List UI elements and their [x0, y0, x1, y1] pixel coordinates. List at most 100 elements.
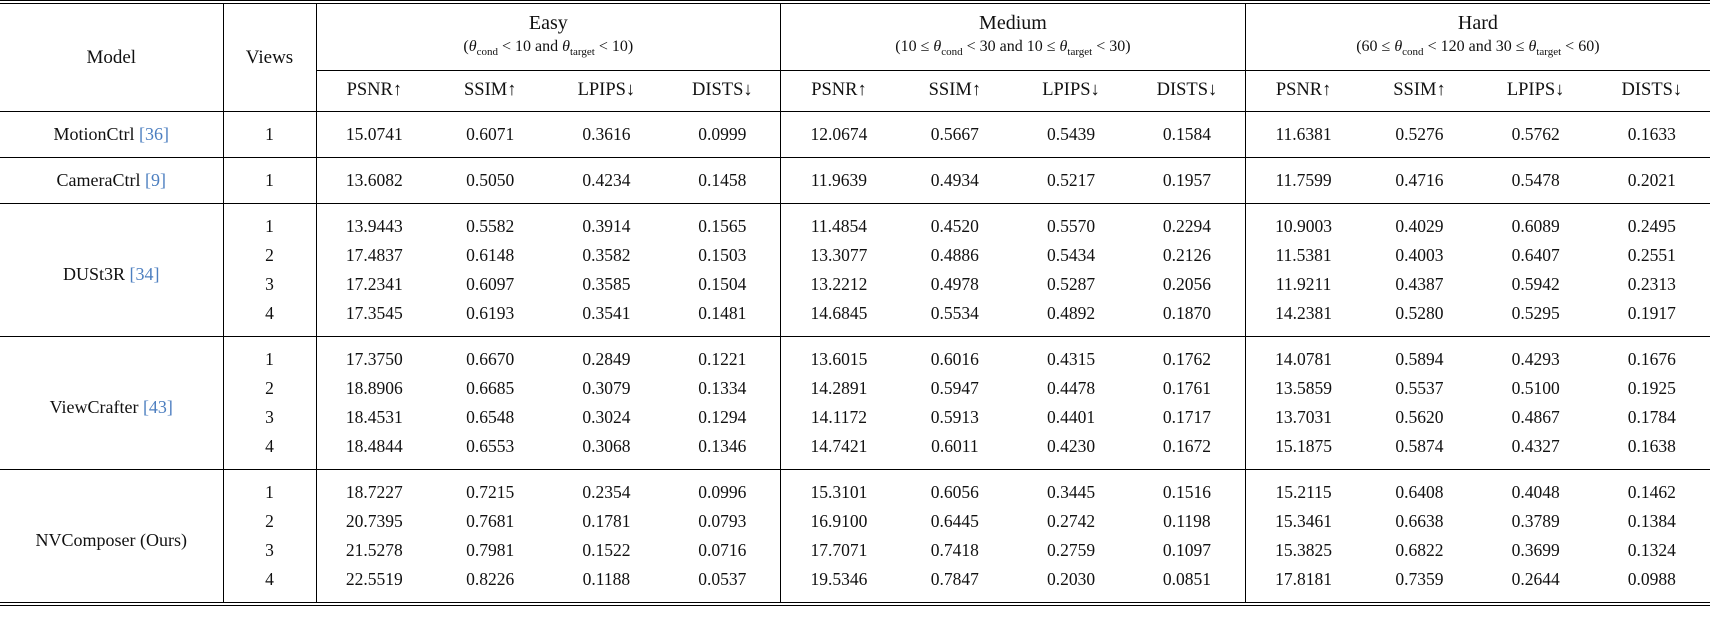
metric-value: 18.7227 — [316, 469, 433, 508]
metric-value: 0.1781 — [582, 511, 631, 532]
group-condition: (θcond < 10 and θtarget < 10) — [463, 38, 634, 59]
citation-link[interactable]: [9] — [144, 170, 166, 191]
metric-value: 0.8226 — [466, 569, 515, 590]
table-row: 2 17.4837 0.6148 0.3582 0.1503 13.3077 0.4886 0… — [0, 241, 1710, 271]
model-name: NVComposer (Ours) — [0, 469, 223, 605]
group-condition: (60 ≤ θcond < 120 and 30 ≤ θtarget < 60) — [1356, 38, 1600, 59]
metric-value: 0.4029 — [1361, 203, 1478, 242]
views-value: 4 — [222, 432, 317, 470]
metric-value: 0.1221 — [664, 336, 781, 375]
metric-value: 0.4327 — [1511, 436, 1560, 457]
metric-value: 0.5620 — [1395, 407, 1444, 428]
metric-value: 0.6553 — [466, 436, 515, 457]
citation-link[interactable]: [43] — [142, 396, 173, 417]
metric-value: 13.6015 — [780, 336, 897, 375]
views-value: 4 — [222, 299, 317, 337]
metric-value: 17.3545 — [345, 303, 403, 324]
metric-value: 15.1875 — [1244, 432, 1362, 470]
metric-value: 0.1198 — [1163, 511, 1211, 532]
metric-header-lpips: LPIPS↓ — [1477, 70, 1594, 113]
metric-value: 11.7599 — [1244, 157, 1362, 204]
metric-value: 14.1172 — [780, 403, 897, 433]
metric-value: 0.4892 — [1046, 303, 1096, 324]
metric-value: 0.0793 — [698, 511, 747, 532]
metric-value: 0.5295 — [1511, 303, 1560, 324]
metric-value: 0.4978 — [930, 274, 979, 295]
metric-value: 0.6011 — [931, 436, 979, 457]
metric-value: 0.4478 — [1046, 378, 1096, 399]
metric-value: 0.6445 — [930, 511, 979, 532]
metric-value: 0.5478 — [1477, 157, 1594, 204]
metric-value: 0.3024 — [582, 407, 631, 428]
metric-value: 0.5439 — [1012, 111, 1130, 158]
metric-value: 13.6082 — [316, 157, 433, 204]
metric-header-psnr: PSNR↑ — [780, 70, 897, 113]
metric-value: 0.1925 — [1627, 378, 1676, 399]
views-value: 1 — [222, 203, 317, 242]
metric-value: 0.1324 — [1627, 540, 1676, 561]
views-value: 2 — [222, 241, 317, 271]
metric-value: 0.1638 — [1627, 436, 1676, 457]
metric-value: 0.0988 — [1627, 569, 1676, 590]
metric-value: 0.7847 — [930, 569, 979, 590]
citation-link[interactable]: [34] — [129, 263, 160, 284]
metric-value: 0.7981 — [466, 540, 515, 561]
citation-link[interactable]: [36] — [139, 124, 169, 145]
metric-value: 0.4716 — [1361, 157, 1478, 204]
metric-value: 0.5894 — [1361, 336, 1478, 375]
metric-value: 0.4315 — [1012, 336, 1130, 375]
metric-value: 18.4531 — [345, 407, 403, 428]
model-label: ViewCrafter — [49, 396, 143, 417]
metric-value: 0.1522 — [582, 540, 631, 561]
metric-value: 0.1384 — [1627, 511, 1676, 532]
metric-header-psnr: PSNR↑ — [316, 70, 433, 113]
metric-value: 0.2495 — [1593, 203, 1710, 242]
metric-value: 0.1957 — [1129, 157, 1246, 204]
metric-value: 0.5534 — [930, 303, 979, 324]
metric-value: 0.7215 — [432, 469, 549, 508]
model-name: MotionCtrl [36] — [0, 111, 223, 158]
table-row: 2 20.7395 0.7681 0.1781 0.0793 16.9100 0.6445 0… — [0, 507, 1710, 537]
metric-value: 0.2644 — [1511, 569, 1560, 590]
model-label: MotionCtrl — [53, 124, 139, 145]
metric-header-dists: DISTS↓ — [664, 70, 781, 113]
table-row: 2 18.8906 0.6685 0.3079 0.1334 14.2891 0.5947 0… — [0, 374, 1710, 404]
metric-value: 15.3825 — [1244, 536, 1362, 566]
metric-value: 0.5100 — [1511, 378, 1560, 399]
metric-value: 0.1565 — [664, 203, 781, 242]
metric-value: 14.2891 — [780, 374, 897, 404]
group-title: Easy — [528, 12, 568, 34]
views-value: 3 — [222, 270, 317, 300]
metric-value: 0.5434 — [1046, 245, 1096, 266]
table-row: ViewCrafter [43] 1 17.3750 0.6670 0.2849 0.12… — [0, 336, 1710, 470]
model-name: ViewCrafter [43] — [0, 336, 223, 470]
metric-value: 0.1097 — [1162, 540, 1211, 561]
metric-value: 0.2056 — [1162, 274, 1211, 295]
metric-header-psnr: PSNR↑ — [1244, 70, 1362, 113]
metric-header-dists: DISTS↓ — [1593, 70, 1710, 113]
metric-value: 0.3699 — [1511, 540, 1560, 561]
metric-value: 0.1633 — [1593, 111, 1710, 158]
metric-value: 0.5537 — [1395, 378, 1444, 399]
metric-value: 0.4048 — [1477, 469, 1594, 508]
group-header-easy: Easy (θcond < 10 and θtarget < 10) — [316, 2, 781, 72]
metric-value: 18.8906 — [345, 378, 403, 399]
metric-value: 0.4886 — [930, 245, 979, 266]
metric-value: 0.4387 — [1395, 274, 1444, 295]
metric-value: 0.4293 — [1477, 336, 1594, 375]
metric-header-lpips: LPIPS↓ — [1012, 70, 1130, 113]
metric-value: 0.5874 — [1395, 436, 1444, 457]
metric-value: 19.5346 — [780, 565, 897, 605]
views-value: 1 — [222, 469, 317, 508]
table-row: 4 22.5519 0.8226 0.1188 0.0537 19.5346 0.7847 0… — [0, 565, 1710, 605]
metric-value: 21.5278 — [345, 540, 403, 561]
metric-value: 0.1676 — [1593, 336, 1710, 375]
metric-value: 0.2354 — [548, 469, 665, 508]
metric-value: 0.2742 — [1046, 511, 1096, 532]
metric-value: 14.2381 — [1244, 299, 1362, 337]
metric-value: 0.5276 — [1361, 111, 1478, 158]
metric-value: 0.0851 — [1162, 569, 1211, 590]
views-value: 1 — [222, 336, 317, 375]
table-row: 3 21.5278 0.7981 0.1522 0.0716 17.7071 0.7418 0… — [0, 536, 1710, 566]
model-label: NVComposer (Ours) — [35, 529, 187, 550]
